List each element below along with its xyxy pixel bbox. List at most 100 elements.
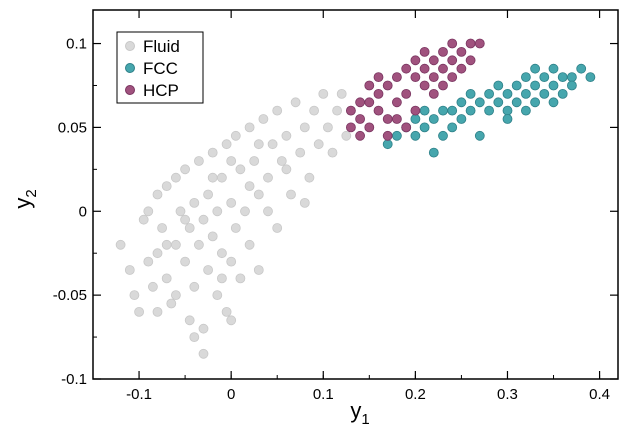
y-tick-label: -0.05 xyxy=(53,287,87,304)
data-point-fluid xyxy=(341,130,352,141)
data-point-hcp xyxy=(355,114,366,124)
data-point-fluid xyxy=(203,265,214,275)
data-point-hcp xyxy=(364,80,375,91)
data-point-fluid xyxy=(244,122,255,133)
data-point-fluid xyxy=(166,298,177,309)
series-fluid xyxy=(115,89,356,359)
data-point-fluid xyxy=(226,197,237,208)
data-point-hcp xyxy=(474,38,485,49)
data-point-fluid xyxy=(161,273,172,284)
data-point-fluid xyxy=(244,181,255,192)
data-point-hcp xyxy=(428,72,439,82)
data-point-hcp xyxy=(391,72,402,82)
y-tick-label: 0.1 xyxy=(66,36,87,53)
data-point-fluid xyxy=(258,114,269,124)
data-point-fcc xyxy=(502,114,513,124)
data-point-hcp xyxy=(465,55,476,66)
data-point-fluid xyxy=(152,248,163,259)
x-axis: -0.1 0 0.1 0.2 0.3 0.4 xyxy=(126,10,610,403)
data-point-fluid xyxy=(281,164,292,175)
data-point-hcp xyxy=(382,130,393,141)
data-point-fluid xyxy=(124,265,135,275)
data-point-fluid xyxy=(115,239,126,250)
data-point-fluid xyxy=(332,105,343,116)
data-point-hcp xyxy=(419,63,430,74)
data-point-fluid xyxy=(212,290,223,301)
data-point-fluid xyxy=(299,122,310,133)
data-point-hcp xyxy=(428,89,439,99)
data-point-hcp xyxy=(401,122,412,133)
data-point-fluid xyxy=(253,189,264,200)
data-point-hcp xyxy=(355,97,366,108)
data-point-fluid xyxy=(170,172,181,183)
data-point-fcc xyxy=(410,114,421,124)
legend-label-hcp: HCP xyxy=(143,81,179,100)
data-point-hcp xyxy=(382,114,393,124)
legend-label-fcc: FCC xyxy=(143,59,178,78)
data-point-hcp xyxy=(456,63,467,74)
data-point-fcc xyxy=(438,105,448,116)
data-point-fcc xyxy=(428,147,439,158)
data-point-fluid xyxy=(175,206,186,217)
data-point-hcp xyxy=(447,55,458,66)
data-point-fluid xyxy=(272,105,283,116)
data-point-fluid xyxy=(143,256,154,267)
data-point-fcc xyxy=(511,80,522,91)
data-point-hcp xyxy=(391,114,402,124)
data-point-fcc xyxy=(474,97,485,108)
data-point-hcp xyxy=(438,80,448,91)
data-point-fluid xyxy=(249,156,260,166)
data-point-fcc xyxy=(521,105,531,116)
data-point-fluid xyxy=(180,256,191,267)
data-point-fluid xyxy=(184,223,195,233)
data-point-fluid xyxy=(230,130,241,141)
data-point-fluid xyxy=(207,231,218,242)
data-point-fluid xyxy=(143,206,154,217)
data-point-fluid xyxy=(240,206,250,217)
data-point-fcc xyxy=(410,130,421,141)
data-point-fluid xyxy=(193,156,204,166)
data-point-fluid xyxy=(263,206,273,217)
data-point-fcc xyxy=(521,72,531,82)
data-point-fluid xyxy=(138,214,149,225)
data-point-fluid xyxy=(216,273,227,284)
data-point-fluid xyxy=(129,290,140,301)
data-point-hcp xyxy=(364,97,375,108)
data-point-fluid xyxy=(267,139,278,150)
data-point-hcp xyxy=(373,72,384,82)
data-point-fluid xyxy=(276,156,287,166)
data-point-fluid xyxy=(272,223,283,233)
plot-frame xyxy=(92,9,619,380)
data-point-fcc xyxy=(419,105,430,116)
data-point-fluid xyxy=(180,164,191,175)
data-point-fcc xyxy=(548,63,559,74)
data-point-hcp xyxy=(373,89,384,99)
data-point-fluid xyxy=(134,306,145,317)
legend-label-fluid: Fluid xyxy=(143,37,180,56)
data-point-fcc xyxy=(456,114,467,124)
data-point-hcp xyxy=(419,80,430,91)
data-point-fluid xyxy=(198,348,209,359)
data-point-fcc xyxy=(557,89,568,99)
data-point-fcc xyxy=(382,139,393,150)
data-point-fluid xyxy=(152,189,163,200)
data-point-fluid xyxy=(327,147,338,158)
data-point-fcc xyxy=(484,105,495,116)
data-point-fluid xyxy=(281,130,292,141)
data-point-fcc xyxy=(456,97,467,108)
data-point-fluid xyxy=(226,315,237,326)
data-point-fcc xyxy=(502,89,513,99)
x-tick-label: 0.2 xyxy=(405,386,426,403)
data-point-hcp xyxy=(447,72,458,82)
data-point-hcp xyxy=(410,105,421,116)
data-point-fcc xyxy=(557,72,568,82)
x-tick-label: 0.4 xyxy=(589,386,610,403)
data-point-fluid xyxy=(304,172,315,183)
data-point-fcc xyxy=(567,80,577,91)
data-point-fluid xyxy=(309,105,320,116)
data-point-fluid xyxy=(189,281,200,292)
points-layer xyxy=(115,38,596,359)
data-point-fcc xyxy=(511,97,522,108)
data-point-hcp xyxy=(410,55,421,66)
